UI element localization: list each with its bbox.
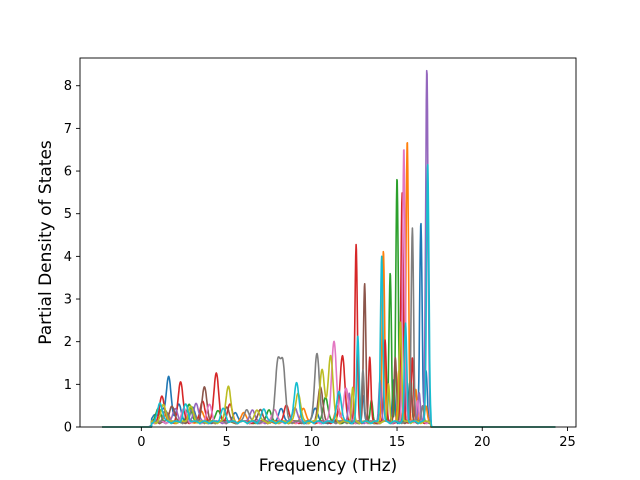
series-line-8 <box>101 227 557 428</box>
x-tick-label: 5 <box>222 435 230 450</box>
y-tick-label: 4 <box>64 250 72 265</box>
plot-frame <box>79 57 577 428</box>
x-tick-label: 10 <box>304 435 321 450</box>
y-tick-label: 6 <box>64 165 72 180</box>
y-axis-label: Partial Density of States <box>36 140 56 345</box>
x-tick-label: 25 <box>559 435 576 450</box>
y-tick-label: 0 <box>64 421 72 436</box>
y-tick-label: 7 <box>64 122 72 137</box>
y-tick-label: 1 <box>64 378 72 393</box>
x-tick-label: 15 <box>389 435 406 450</box>
series-line-1 <box>101 222 557 428</box>
y-tick-label: 8 <box>64 79 72 94</box>
x-tick-label: 0 <box>137 435 145 450</box>
x-axis-label: Frequency (THz) <box>259 456 398 476</box>
series-line-6 <box>101 282 557 428</box>
x-tick-label: 20 <box>474 435 491 450</box>
y-tick-label: 2 <box>64 335 72 350</box>
ticks-layer: 0 5 10 15 20 25 0 1 2 3 4 5 6 7 8 <box>64 79 576 450</box>
y-tick-label: 3 <box>64 293 72 308</box>
y-tick-label: 5 <box>64 207 72 222</box>
series-layer <box>101 69 557 428</box>
